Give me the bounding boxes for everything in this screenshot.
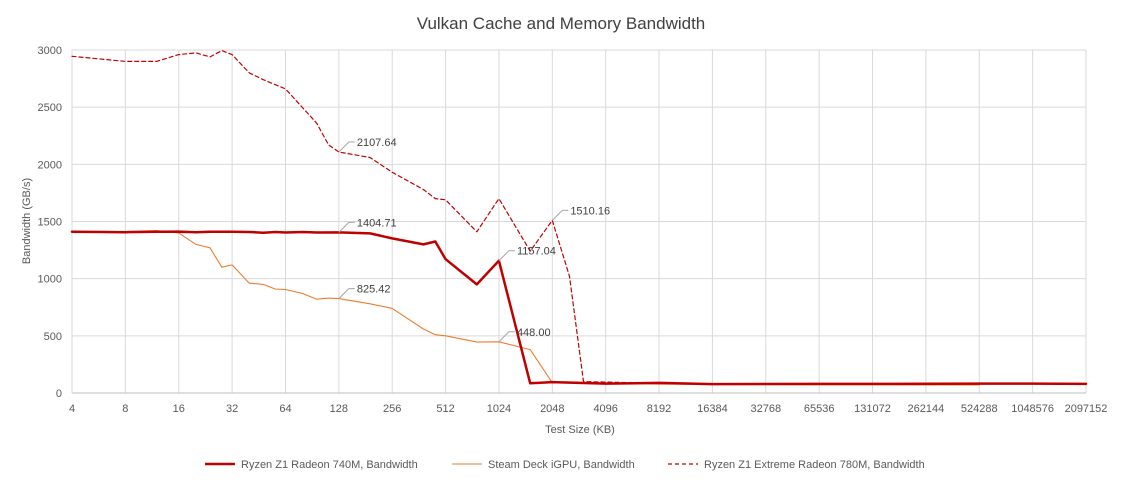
- y-tick-label: 500: [44, 331, 62, 343]
- data-label: 1510.16: [570, 205, 610, 217]
- data-labels: 2107.64 1404.71 825.42 1157.04 448.00 1510.16: [338, 137, 610, 343]
- data-label-leader: [338, 288, 355, 299]
- y-tick-label: 3000: [38, 45, 62, 57]
- data-label: 825.42: [357, 284, 391, 296]
- x-tick-label: 8: [122, 403, 128, 415]
- data-label-leader: [338, 221, 355, 233]
- x-tick-label: 65536: [804, 403, 835, 415]
- x-tick-label: 32: [226, 403, 238, 415]
- legend-item-label: Ryzen Z1 Extreme Radeon 780M, Bandwidth: [704, 459, 925, 471]
- legend: Ryzen Z1 Radeon 740M, Bandwidth Steam Dec…: [205, 459, 925, 471]
- x-tick-label: 16384: [697, 403, 728, 415]
- y-tick-label: 1500: [38, 217, 62, 229]
- x-tick-label: 256: [383, 403, 401, 415]
- data-label-leader: [498, 250, 515, 262]
- series-line-0: [70, 230, 1088, 386]
- data-label: 448.00: [517, 327, 551, 339]
- x-tick-label: 262144: [908, 403, 945, 415]
- x-tick-label: 4: [69, 403, 75, 415]
- x-tick-label: 8192: [647, 403, 671, 415]
- x-tick-label: 4096: [593, 403, 617, 415]
- x-tick-label: 524288: [961, 403, 998, 415]
- x-tick-label: 2048: [540, 403, 564, 415]
- data-label: 1157.04: [517, 246, 556, 258]
- chart-title: Vulkan Cache and Memory Bandwidth: [417, 14, 706, 33]
- x-tick-label: 131072: [854, 403, 891, 415]
- y-tick-label: 2500: [38, 102, 62, 114]
- axes: 0 500 1000 1500 2000 2500 3000 4 8 16 32 64 128 256 51…: [38, 45, 1108, 415]
- y-tick-label: 0: [56, 388, 62, 400]
- x-tick-label: 16: [173, 403, 185, 415]
- x-tick-label: 128: [330, 403, 348, 415]
- x-axis-title: Test Size (KB): [545, 424, 615, 436]
- legend-item-label: Steam Deck iGPU, Bandwidth: [488, 459, 635, 471]
- data-label-leader: [551, 209, 569, 221]
- data-label: 2107.64: [357, 137, 397, 149]
- gridlines: [71, 49, 1087, 394]
- x-tick-label: 1024: [487, 403, 511, 415]
- x-tick-label: 2097152: [1065, 403, 1108, 415]
- legend-item-label: Ryzen Z1 Radeon 740M, Bandwidth: [241, 459, 418, 471]
- y-axis-title: Bandwidth (GB/s): [21, 178, 33, 264]
- x-tick-label: 32768: [750, 403, 781, 415]
- series-group: [70, 50, 1088, 386]
- y-tick-label: 2000: [38, 159, 62, 171]
- data-label-leader: [338, 141, 355, 153]
- x-tick-label: 64: [279, 403, 291, 415]
- data-label: 1404.71: [357, 217, 397, 229]
- y-tick-label: 1000: [38, 274, 62, 286]
- x-tick-label: 1048576: [1011, 403, 1054, 415]
- x-tick-label: 512: [436, 403, 454, 415]
- data-label-leader: [498, 331, 515, 343]
